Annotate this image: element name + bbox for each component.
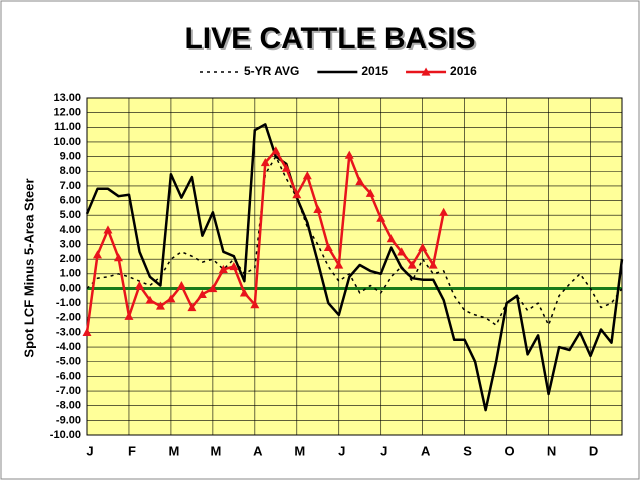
y-tick-label: -6.00: [56, 370, 81, 382]
point-marker: [376, 213, 386, 222]
x-tick-label: N: [547, 443, 556, 458]
x-tick-label: J: [380, 443, 387, 458]
point-marker: [344, 150, 354, 159]
y-tick-label: 13.00: [53, 92, 81, 104]
point-marker: [82, 327, 92, 337]
series-line: [85, 123, 624, 412]
point-marker: [145, 295, 155, 304]
y-tick-label: -7.00: [56, 385, 81, 397]
point-marker: [218, 264, 228, 274]
point-marker: [166, 294, 176, 303]
plot-area: [86, 97, 623, 436]
point-marker: [239, 288, 249, 297]
y-tick-label: 3.00: [60, 238, 81, 250]
point-marker: [197, 289, 207, 298]
y-tick-label: 2.00: [60, 253, 81, 265]
point-marker: [323, 242, 333, 252]
point-marker: [365, 188, 375, 197]
x-tick-label: J: [86, 443, 93, 458]
chart-title-shadow: LIVE CATTLE BASIS: [186, 24, 477, 57]
legend-label: 5-YR AVG: [244, 64, 299, 78]
x-tick-label: M: [210, 443, 221, 458]
point-marker: [187, 303, 197, 312]
x-tick-label: F: [128, 443, 136, 458]
point-marker: [418, 242, 428, 252]
y-tick-label: -4.00: [56, 341, 81, 353]
y-tick-label: -5.00: [56, 356, 81, 368]
x-tick-label: M: [168, 443, 179, 458]
y-tick-label: 7.00: [60, 180, 81, 192]
y-tick-label: -10.00: [50, 429, 81, 441]
y-tick-label: 10.00: [53, 136, 81, 148]
point-marker: [155, 301, 165, 310]
y-tick-label: 9.00: [60, 151, 81, 163]
point-marker: [439, 207, 449, 216]
y-tick-label: 4.00: [60, 224, 81, 236]
x-tick-label: A: [253, 443, 263, 458]
point-marker: [208, 283, 218, 293]
point-marker: [313, 204, 323, 213]
point-marker: [428, 260, 438, 269]
legend-marker: [421, 67, 431, 76]
point-marker: [386, 234, 396, 243]
point-marker: [281, 163, 291, 172]
point-marker: [250, 300, 260, 309]
y-axis-label: Spot LCF Minus 5-Area Steer: [21, 178, 36, 357]
point-marker: [124, 311, 134, 320]
point-marker: [229, 262, 239, 271]
x-tick-label: D: [589, 443, 598, 458]
point-marker: [407, 260, 417, 269]
x-tick-label: S: [463, 443, 472, 458]
legend-label: 2015: [361, 64, 388, 78]
x-tick-label: J: [338, 443, 345, 458]
point-marker: [334, 260, 344, 269]
point-marker: [292, 190, 302, 199]
point-marker: [397, 247, 407, 256]
y-tick-label: 8.00: [60, 165, 81, 177]
y-tick-label: -3.00: [56, 326, 81, 338]
point-marker: [113, 253, 123, 262]
point-marker: [103, 225, 113, 234]
y-tick-label: -1.00: [56, 297, 81, 309]
x-tick-label: M: [294, 443, 305, 458]
point-marker: [271, 146, 281, 155]
y-tick-label: 1.00: [60, 268, 81, 280]
y-tick-label: -9.00: [56, 414, 81, 426]
point-marker: [260, 157, 270, 167]
x-tick-label: O: [505, 443, 515, 458]
y-tick-label: 12.00: [53, 107, 81, 119]
x-tick-label: A: [421, 443, 431, 458]
point-marker: [134, 281, 144, 290]
chart-title: LIVE CATTLE BASIS: [184, 22, 475, 55]
y-tick-label: -2.00: [56, 312, 81, 324]
point-marker: [355, 177, 365, 186]
point-marker: [176, 281, 186, 290]
y-tick-label: 6.00: [60, 194, 81, 206]
point-marker: [302, 171, 312, 180]
series-line: [86, 155, 623, 326]
y-tick-label: 0.00: [60, 282, 81, 294]
y-tick-label: 5.00: [60, 209, 81, 221]
y-tick-label: 11.00: [54, 121, 81, 133]
y-tick-label: -8.00: [56, 400, 81, 412]
legend-label: 2016: [450, 64, 477, 78]
point-marker: [92, 250, 102, 259]
